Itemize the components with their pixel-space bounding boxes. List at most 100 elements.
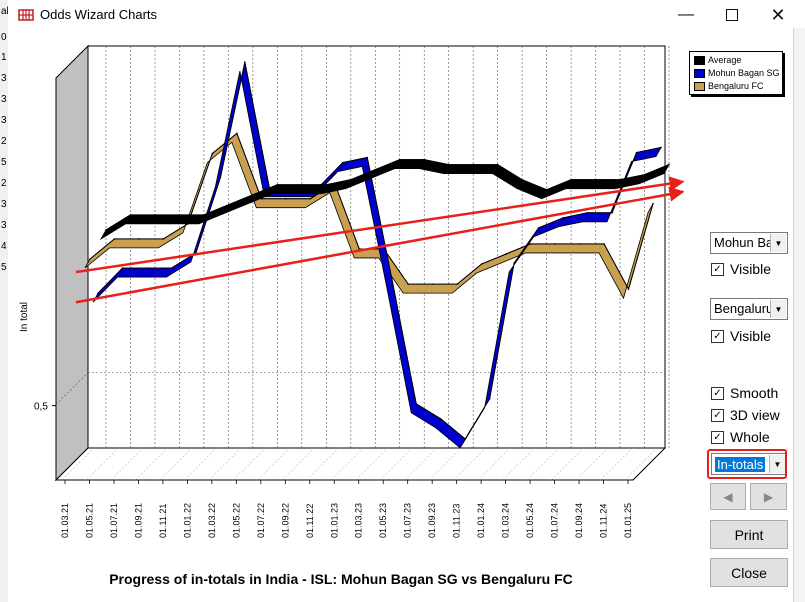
x-tick-label: 01.05.22 bbox=[231, 503, 241, 538]
series-point bbox=[635, 151, 638, 154]
x-tick-label: 01.03.22 bbox=[207, 503, 217, 538]
series-point bbox=[285, 197, 287, 200]
legend-label: Bengaluru FC bbox=[708, 81, 764, 91]
chart-floor bbox=[54, 447, 667, 481]
legend-swatch bbox=[694, 81, 705, 91]
series-point bbox=[301, 183, 303, 186]
x-tick-label: 01.01.23 bbox=[329, 503, 339, 538]
chevron-down-icon[interactable]: ▼ bbox=[770, 300, 786, 318]
series-point bbox=[211, 152, 214, 155]
legend-label: Mohun Bagan SG bbox=[708, 68, 780, 78]
series-point bbox=[374, 168, 377, 171]
x-tick-label: 01.09.22 bbox=[280, 503, 290, 538]
app-logo-icon bbox=[18, 9, 34, 21]
series-point bbox=[586, 212, 589, 214]
floor-line bbox=[600, 447, 633, 481]
series-select-2[interactable]: Bengaluru ▼ bbox=[710, 298, 788, 320]
whole-checkbox[interactable]: ✓ Whole bbox=[711, 429, 770, 445]
chart-side-wall bbox=[55, 44, 89, 482]
floor-line bbox=[477, 447, 511, 481]
series-point bbox=[529, 243, 532, 245]
checkbox-label: Visible bbox=[730, 328, 771, 344]
series-point bbox=[349, 178, 352, 181]
mode-select-highlight bbox=[707, 449, 787, 479]
series-point bbox=[138, 238, 140, 240]
x-tick-label: 01.05.24 bbox=[525, 503, 535, 538]
checkbox-label: Visible bbox=[730, 261, 771, 277]
visible-checkbox-1[interactable]: ✓ Visible bbox=[711, 261, 771, 277]
series-point bbox=[456, 283, 458, 285]
minimize-button[interactable]: — bbox=[663, 0, 709, 30]
series-point bbox=[488, 397, 491, 400]
floor-line bbox=[306, 447, 339, 481]
checkbox-check-icon[interactable]: ✓ bbox=[711, 262, 724, 276]
sheet-cell: 3 bbox=[1, 220, 7, 231]
next-button[interactable]: ▶ bbox=[750, 483, 787, 510]
checkbox-label: Whole bbox=[730, 429, 770, 445]
legend-item-average: Average bbox=[694, 54, 741, 66]
y-axis-label: In total bbox=[19, 302, 30, 332]
checkbox-check-icon[interactable]: ✓ bbox=[711, 430, 724, 444]
floor-line bbox=[257, 447, 291, 481]
checkbox-check-icon[interactable]: ✓ bbox=[711, 408, 724, 422]
floor-line bbox=[61, 447, 95, 481]
series-point bbox=[366, 156, 369, 159]
floor-line bbox=[159, 447, 193, 481]
title-bar[interactable]: Odds Wizard Charts — ✕ bbox=[8, 0, 793, 30]
checkbox-check-icon[interactable]: ✓ bbox=[711, 386, 724, 400]
floor-line bbox=[428, 447, 462, 481]
checkbox-check-icon[interactable]: ✓ bbox=[711, 329, 724, 343]
series-point bbox=[578, 243, 581, 245]
chevron-down-icon[interactable]: ▼ bbox=[770, 234, 786, 252]
visible-checkbox-2[interactable]: ✓ Visible bbox=[711, 328, 771, 344]
floor-line bbox=[184, 447, 217, 481]
series-point bbox=[562, 217, 564, 219]
series-point bbox=[447, 163, 450, 166]
trend-arrow bbox=[75, 176, 685, 274]
series-point bbox=[276, 183, 279, 186]
x-tick-label: 01.03.23 bbox=[354, 503, 364, 538]
floor-line bbox=[624, 447, 658, 481]
legend-swatch bbox=[694, 55, 705, 65]
x-tick-label: 01.07.23 bbox=[403, 503, 413, 538]
x-tick-label: 01.11.23 bbox=[452, 504, 462, 538]
series-point bbox=[146, 267, 148, 269]
series-point bbox=[627, 288, 630, 290]
floor-line bbox=[575, 447, 609, 481]
floor-line bbox=[135, 447, 168, 481]
odds-wizard-window: Odds Wizard Charts — ✕ 01.03.21 01.05.21 0… bbox=[8, 0, 793, 602]
mode-select[interactable]: In-totals ▼ bbox=[711, 453, 787, 475]
print-button[interactable]: Print bbox=[710, 520, 788, 549]
series-select-1[interactable]: Mohun Ba ▼ bbox=[710, 232, 788, 254]
series-point bbox=[407, 283, 410, 285]
sheet-cell: 5 bbox=[1, 262, 7, 273]
floor-line bbox=[86, 447, 119, 481]
floor-line bbox=[380, 447, 413, 481]
series-point bbox=[89, 258, 91, 260]
x-tick-label: 01.11.22 bbox=[305, 504, 315, 538]
trend-arrow bbox=[75, 186, 685, 304]
floor-line bbox=[526, 447, 560, 481]
series-point bbox=[464, 438, 466, 440]
series-point bbox=[521, 178, 523, 181]
3d-view-checkbox[interactable]: ✓ 3D view bbox=[711, 407, 780, 423]
close-window-button[interactable]: ✕ bbox=[755, 0, 801, 30]
prev-button[interactable]: ◀ bbox=[710, 483, 746, 510]
series-point bbox=[244, 61, 246, 63]
mode-select-value: In-totals bbox=[715, 457, 766, 472]
series-point bbox=[178, 214, 181, 216]
smooth-checkbox[interactable]: ✓ Smooth bbox=[711, 385, 778, 401]
series-point bbox=[668, 163, 670, 166]
checkbox-label: Smooth bbox=[730, 385, 779, 401]
series-point bbox=[570, 178, 572, 181]
triangle-left-icon: ◀ bbox=[723, 489, 733, 504]
chevron-down-icon[interactable]: ▼ bbox=[769, 455, 785, 473]
series-point bbox=[603, 243, 605, 245]
x-tick-label: 01.03.21 bbox=[60, 503, 70, 538]
maximize-button[interactable] bbox=[709, 0, 755, 30]
x-tick-label: 01.11.21 bbox=[158, 504, 168, 538]
close-button[interactable]: Close bbox=[710, 558, 788, 587]
series-point bbox=[219, 176, 222, 179]
sheet-cell: 3 bbox=[1, 115, 7, 126]
floor-line bbox=[110, 447, 144, 481]
